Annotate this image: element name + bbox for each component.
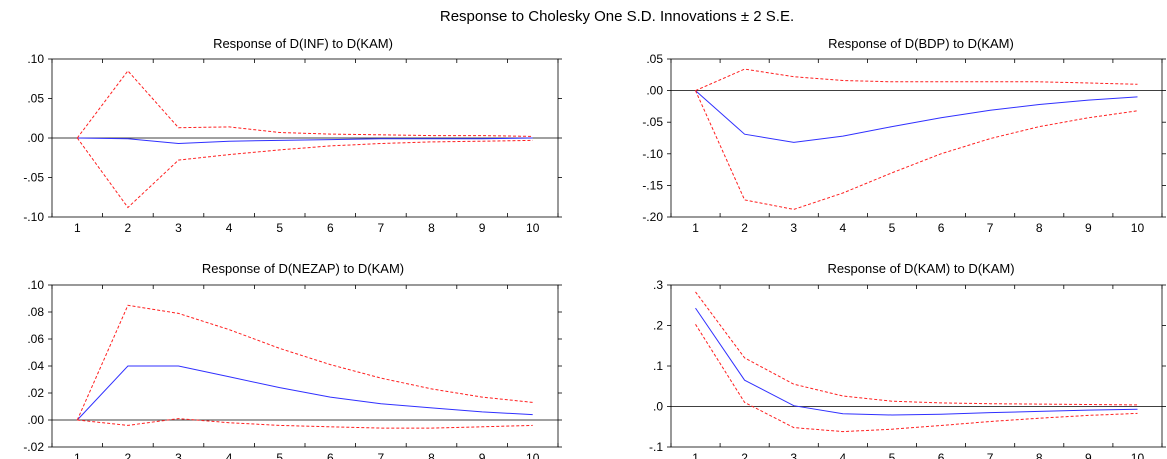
x-tick-label-inf: 8 (428, 221, 435, 235)
plot-frame-bdp (670, 58, 1163, 218)
chart-panel-inf: Response of D(INF) to D(KAM) .10 .05 .00 -.… (23, 36, 562, 235)
x-tick-label-inf: 9 (479, 221, 486, 235)
y-tick-label-inf: .05 (27, 92, 44, 106)
x-tick-label-kam: 6 (938, 451, 945, 459)
y-tick-label-bdp: .05 (646, 52, 663, 66)
x-tick-label-bdp: 8 (1036, 221, 1043, 235)
y-tick-label-nezap: .08 (27, 305, 44, 319)
x-tick-label-kam: 2 (741, 451, 748, 459)
x-tick-label-inf: 1 (74, 221, 81, 235)
x-tick-label-nezap: 3 (175, 451, 182, 459)
x-tick-label-kam: 9 (1085, 451, 1092, 459)
y-tick-label-nezap: .00 (27, 413, 44, 427)
x-tick-label-kam: 3 (790, 451, 797, 459)
lower-band-line-nezap (77, 418, 533, 429)
x-tick-label-nezap: 7 (378, 451, 385, 459)
x-tick-label-inf: 7 (378, 221, 385, 235)
x-tick-label-kam: 7 (987, 451, 994, 459)
upper-band-line-nezap (76, 304, 533, 421)
response-line-kam (695, 307, 1138, 416)
x-tick-label-inf: 4 (226, 221, 233, 235)
x-tick-label-inf: 2 (125, 221, 132, 235)
x-tick-label-bdp: 6 (938, 221, 945, 235)
upper-band-line-inf (76, 70, 533, 139)
y-tick-label-kam: -.1 (649, 440, 663, 454)
response-line-nezap (76, 365, 533, 421)
x-tick-label-kam: 4 (840, 451, 847, 459)
x-tick-label-nezap: 9 (479, 451, 486, 459)
y-tick-label-bdp: -.20 (642, 210, 663, 224)
figure-title: Response to Cholesky One S.D. Innovation… (440, 8, 794, 25)
upper-band-line-kam (695, 291, 1138, 406)
response-line-bdp (695, 90, 1138, 143)
chart-title-nezap: Response of D(NEZAP) to D(KAM) (202, 261, 404, 276)
y-tick-label-kam: .0 (653, 400, 663, 414)
x-tick-label-inf: 6 (327, 221, 334, 235)
x-tick-label-nezap: 10 (526, 451, 540, 459)
x-tick-label-nezap: 1 (74, 451, 81, 459)
x-tick-label-nezap: 6 (327, 451, 334, 459)
x-tick-label-bdp: 9 (1085, 221, 1092, 235)
response-line-inf (77, 137, 533, 145)
lower-band-line-bdp (695, 90, 1138, 210)
x-tick-label-nezap: 8 (428, 451, 435, 459)
y-tick-label-kam: .3 (653, 278, 663, 292)
chart-panel-nezap: Response of D(NEZAP) to D(KAM) .10 .08 .06… (23, 261, 562, 459)
upper-band-line-bdp (695, 68, 1138, 92)
x-tick-label-kam: 10 (1131, 451, 1145, 459)
x-tick-label-bdp: 3 (790, 221, 797, 235)
x-tick-label-nezap: 5 (276, 451, 283, 459)
y-tick-label-kam: .1 (653, 359, 663, 373)
x-tick-label-bdp: 10 (1131, 221, 1145, 235)
y-tick-label-kam: .2 (653, 319, 663, 333)
y-tick-label-bdp: -.10 (642, 147, 663, 161)
y-tick-label-inf: -.05 (23, 171, 44, 185)
x-tick-label-inf: 5 (276, 221, 283, 235)
x-tick-label-bdp: 1 (692, 221, 699, 235)
y-tick-label-inf: -.10 (23, 210, 44, 224)
x-tick-label-bdp: 4 (840, 221, 847, 235)
plot-frame-kam (670, 284, 1163, 448)
y-tick-label-nezap: .06 (27, 332, 44, 346)
y-tick-label-inf: .10 (27, 52, 44, 66)
chart-panel-kam: Response of D(KAM) to D(KAM) .3 .2 .1 .0 -.1… (649, 261, 1166, 459)
y-tick-label-nezap: -.02 (23, 440, 44, 454)
chart-title-inf: Response of D(INF) to D(KAM) (213, 36, 393, 51)
y-tick-label-nezap: .02 (27, 386, 44, 400)
x-tick-label-nezap: 4 (226, 451, 233, 459)
y-tick-label-bdp: .00 (646, 84, 663, 98)
x-tick-label-kam: 1 (692, 451, 699, 459)
x-tick-label-inf: 10 (526, 221, 540, 235)
y-tick-label-bdp: -.05 (642, 115, 663, 129)
lower-band-line-kam (695, 324, 1138, 433)
x-tick-label-bdp: 5 (889, 221, 896, 235)
x-tick-label-inf: 3 (175, 221, 182, 235)
x-tick-label-bdp: 7 (987, 221, 994, 235)
chart-panel-bdp: Response of D(BDP) to D(KAM) .05 .00 -.05 -… (642, 36, 1166, 235)
chart-title-kam: Response of D(KAM) to D(KAM) (827, 261, 1014, 276)
x-tick-label-bdp: 2 (741, 221, 748, 235)
x-tick-label-kam: 5 (889, 451, 896, 459)
chart-title-bdp: Response of D(BDP) to D(KAM) (828, 36, 1014, 51)
y-tick-label-bdp: -.15 (642, 178, 663, 192)
y-tick-label-nezap: .10 (27, 278, 44, 292)
lower-band-line-inf (76, 137, 533, 209)
y-tick-label-nezap: .04 (27, 359, 44, 373)
x-tick-label-nezap: 2 (125, 451, 132, 459)
y-tick-label-inf: .00 (27, 131, 44, 145)
x-tick-label-kam: 8 (1036, 451, 1043, 459)
